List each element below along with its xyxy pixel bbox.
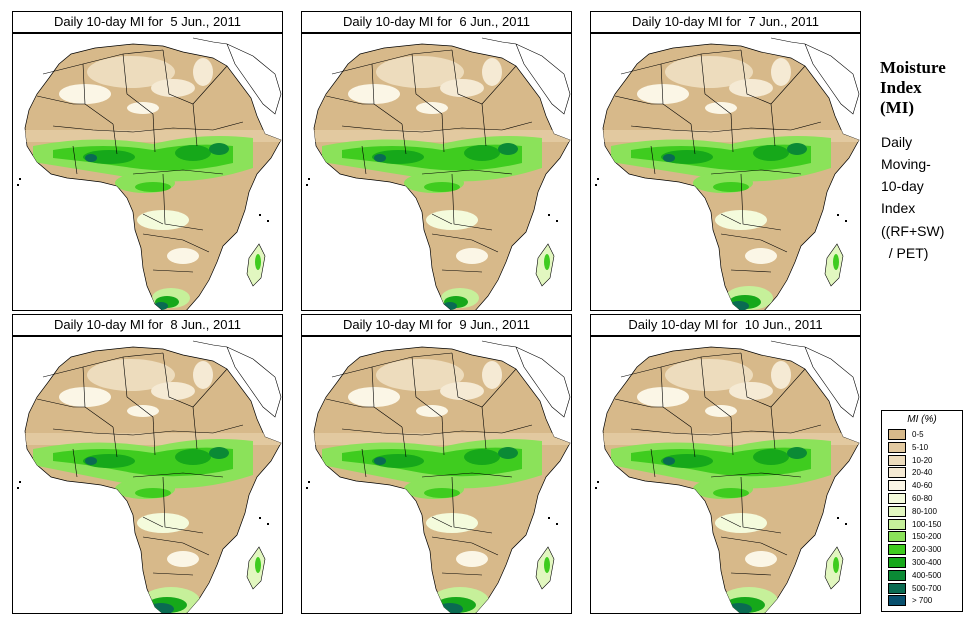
- legend-label: 300-400: [912, 558, 942, 567]
- panel-title: Daily 10-day MI for 6 Jun., 2011: [301, 11, 572, 33]
- legend-swatch: [888, 595, 906, 607]
- legend-item: 400-500: [888, 569, 960, 581]
- legend-swatch: [888, 518, 906, 530]
- index-description-line: Daily: [881, 134, 913, 150]
- legend-item: 200-300: [888, 544, 960, 556]
- africa-map: [301, 33, 572, 311]
- legend-item: 150-200: [888, 531, 960, 543]
- legend-item: 80-100: [888, 505, 960, 517]
- legend-item: 0-5: [888, 429, 960, 440]
- index-formula: ((RF+SW) / PET): [881, 220, 971, 264]
- legend-swatch: [888, 429, 906, 440]
- legend-item: 60-80: [888, 493, 960, 504]
- map-panel: Daily 10-day MI for 7 Jun., 2011: [590, 11, 861, 311]
- legend-swatch: [888, 557, 906, 568]
- map-panel: Daily 10-day MI for 5 Jun., 2011: [12, 11, 283, 311]
- map-panel: Daily 10-day MI for 10 Jun., 2011: [590, 314, 861, 614]
- legend-label: 5-10: [912, 442, 929, 452]
- legend-label: 100-150: [912, 519, 942, 529]
- index-title-line: Moisture: [880, 58, 946, 77]
- legend-swatch: [888, 493, 906, 504]
- legend-label: 200-300: [912, 545, 942, 555]
- legend-item: 10-20: [888, 454, 960, 466]
- panel-title: Daily 10-day MI for 5 Jun., 2011: [12, 11, 283, 33]
- legend-title: MI (%): [907, 414, 937, 425]
- legend-item: 100-150: [888, 518, 960, 530]
- index-description: Daily Moving- 10-day Index: [881, 131, 971, 219]
- legend-label: 400-500: [912, 570, 942, 580]
- legend-item: 5-10: [888, 441, 960, 453]
- index-title: Moisture Index (MI): [880, 58, 970, 118]
- legend-item: 20-40: [888, 467, 960, 479]
- africa-map: [590, 336, 861, 614]
- legend-label: > 700: [912, 596, 933, 606]
- legend-item: 40-60: [888, 480, 960, 492]
- legend-label: 150-200: [912, 532, 942, 542]
- map-panel: Daily 10-day MI for 6 Jun., 2011: [301, 11, 572, 311]
- legend-item: > 700: [888, 595, 960, 607]
- color-legend: MI (%) 0-5 5-10 10-20 20-40 40-60 60-80 80-100…: [881, 410, 963, 612]
- legend-swatch: [888, 531, 906, 543]
- legend-swatch: [888, 582, 906, 594]
- africa-map: [12, 336, 283, 614]
- legend-label: 10-20: [912, 455, 933, 465]
- index-description-line: 10-day: [881, 178, 924, 194]
- legend-swatch: [888, 505, 906, 517]
- panel-title: Daily 10-day MI for 10 Jun., 2011: [590, 314, 861, 336]
- index-description-line: Index: [881, 200, 916, 216]
- legend-item: 300-400: [888, 557, 960, 568]
- legend-swatch: [888, 454, 906, 466]
- legend-swatch: [888, 544, 906, 556]
- panel-title: Daily 10-day MI for 8 Jun., 2011: [12, 314, 283, 336]
- legend-label: 40-60: [912, 481, 933, 491]
- africa-map: [590, 33, 861, 311]
- index-formula-line: ((RF+SW): [881, 223, 945, 239]
- legend-label: 500-700: [912, 583, 942, 593]
- map-panel: Daily 10-day MI for 9 Jun., 2011: [301, 314, 572, 614]
- legend-swatch: [888, 467, 906, 479]
- legend-swatch: [888, 480, 906, 492]
- legend-swatch: [888, 441, 906, 453]
- legend-label: 0-5: [912, 430, 924, 439]
- legend-label: 20-40: [912, 468, 933, 478]
- index-title-line: Index: [880, 78, 922, 97]
- legend-label: 80-100: [912, 506, 937, 516]
- africa-map: [301, 336, 572, 614]
- map-panel: Daily 10-day MI for 8 Jun., 2011: [12, 314, 283, 614]
- panel-title: Daily 10-day MI for 7 Jun., 2011: [590, 11, 861, 33]
- legend-label: 60-80: [912, 494, 933, 503]
- index-description-line: Moving-: [881, 156, 931, 172]
- legend-swatch: [888, 569, 906, 581]
- panel-title: Daily 10-day MI for 9 Jun., 2011: [301, 314, 572, 336]
- index-formula-line: / PET): [881, 245, 929, 261]
- legend-item: 500-700: [888, 582, 960, 594]
- africa-map: [12, 33, 283, 311]
- index-title-line: (MI): [880, 98, 914, 117]
